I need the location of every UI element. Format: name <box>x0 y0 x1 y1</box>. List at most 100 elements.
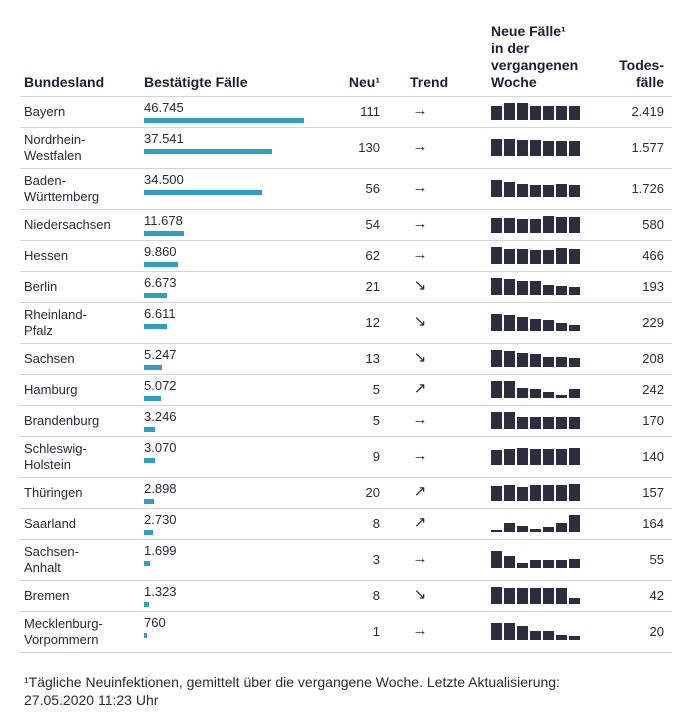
new-cases-value: 5 <box>372 382 380 397</box>
row-divider <box>20 436 672 437</box>
sparkline-bar <box>543 141 554 156</box>
sparkline-bar <box>491 139 502 156</box>
sparkline-bar <box>530 219 541 233</box>
row-divider <box>20 343 672 344</box>
sparkline-bar <box>491 381 502 398</box>
sparkline-bar <box>543 216 554 233</box>
state-name-line: Schleswig- <box>24 441 87 456</box>
sparkline-bar <box>530 354 541 367</box>
row-divider <box>20 652 672 653</box>
new-cases-value: 5 <box>372 413 380 428</box>
confirmed-cases-value: 5.072 <box>144 378 177 393</box>
header-woche-line: Neue Fälle¹ <box>491 23 566 39</box>
state-name-line: Nordrhein- <box>24 132 86 147</box>
state-name-line: Thüringen <box>24 485 83 500</box>
row-divider <box>20 302 672 303</box>
state-name-line: Bayern <box>24 104 66 119</box>
confirmed-cases-value: 3.246 <box>144 409 177 424</box>
arrow-up-right-icon: ↗ <box>413 380 427 397</box>
weekly-cases-sparkline <box>491 247 582 264</box>
weekly-cases-sparkline <box>491 216 582 233</box>
arrow-up-right-icon: ↗ <box>413 483 427 500</box>
sparkline-bar <box>530 529 541 532</box>
state-name-line: Pfalz <box>24 323 53 338</box>
weekly-cases-sparkline <box>491 381 582 398</box>
sparkline-bar <box>491 106 502 120</box>
sparkline-bar <box>530 631 541 640</box>
new-cases-value: 21 <box>365 279 380 294</box>
sparkline-bar <box>491 450 502 465</box>
header-woche-line: vergangenen <box>491 57 579 73</box>
weekly-cases-sparkline <box>491 623 582 640</box>
deaths-value: 242 <box>642 382 664 397</box>
arrow-right-icon: → <box>412 102 428 119</box>
row-divider <box>20 477 672 478</box>
sparkline-bar <box>491 350 502 367</box>
sparkline-bar <box>556 560 567 568</box>
sparkline-bar <box>530 250 541 264</box>
arrow-right-icon: → <box>412 246 428 263</box>
weekly-cases-sparkline <box>491 515 582 532</box>
state-name: Schleswig- Holstein <box>24 441 136 473</box>
sparkline-bar <box>530 417 541 429</box>
deaths-value: 580 <box>642 217 664 232</box>
sparkline-bar <box>569 287 580 295</box>
state-name: Bremen <box>24 588 136 604</box>
sparkline-bar <box>569 185 580 197</box>
weekly-cases-sparkline <box>491 350 582 367</box>
sparkline-bar <box>491 623 502 640</box>
sparkline-bar <box>569 106 580 120</box>
deaths-value: 42 <box>649 588 664 603</box>
header-bestaetigte-faelle: Bestätigte Fälle <box>144 74 248 90</box>
confirmed-cases-bar <box>144 602 149 607</box>
header-trend: Trend <box>410 74 449 90</box>
weekly-cases-sparkline <box>491 484 582 501</box>
confirmed-cases-value: 6.673 <box>144 275 177 290</box>
sparkline-bar <box>517 588 528 604</box>
state-name-line: Hamburg <box>24 382 78 397</box>
confirmed-cases-bar <box>144 633 147 638</box>
state-name: Sachsen- Anhalt <box>24 544 136 576</box>
sparkline-bar <box>569 417 580 429</box>
confirmed-cases-bar <box>144 427 155 432</box>
sparkline-bar <box>530 281 541 295</box>
sparkline-bar <box>530 140 541 156</box>
confirmed-cases-bar <box>144 530 153 535</box>
sparkline-bar <box>556 635 567 640</box>
sparkline-bar <box>569 358 580 367</box>
arrow-right-icon: → <box>412 215 428 232</box>
sparkline-bar <box>569 515 580 532</box>
weekly-cases-sparkline <box>491 551 582 568</box>
new-cases-value: 1 <box>372 624 380 639</box>
state-name: Niedersachsen <box>24 217 136 233</box>
sparkline-bar <box>517 249 528 264</box>
sparkline-bar <box>517 219 528 233</box>
weekly-cases-sparkline <box>491 180 582 197</box>
state-name-line: Mecklenburg- <box>24 616 103 631</box>
sparkline-bar <box>517 388 528 398</box>
new-cases-value: 12 <box>365 315 380 330</box>
confirmed-cases-value: 6.611 <box>144 306 176 321</box>
confirmed-cases-bar <box>144 149 272 154</box>
sparkline-bar <box>543 185 554 197</box>
new-cases-value: 3 <box>372 552 380 567</box>
confirmed-cases-value: 46.745 <box>144 100 184 115</box>
sparkline-bar <box>543 285 554 295</box>
sparkline-bar <box>517 281 528 295</box>
sparkline-bar <box>543 320 554 331</box>
confirmed-cases-value: 1.323 <box>144 584 177 599</box>
sparkline-bar <box>530 106 541 120</box>
confirmed-cases-bar <box>144 324 167 329</box>
sparkline-bar <box>504 139 515 156</box>
arrow-down-right-icon: ↘ <box>413 349 427 366</box>
deaths-value: 164 <box>642 516 664 531</box>
sparkline-bar <box>530 389 541 398</box>
row-divider <box>20 580 672 581</box>
sparkline-bar <box>556 323 567 331</box>
sparkline-bar <box>504 523 515 532</box>
confirmed-cases-bar <box>144 262 178 267</box>
new-cases-value: 111 <box>360 104 380 119</box>
sparkline-bar <box>556 217 567 233</box>
sparkline-bar <box>504 218 515 233</box>
